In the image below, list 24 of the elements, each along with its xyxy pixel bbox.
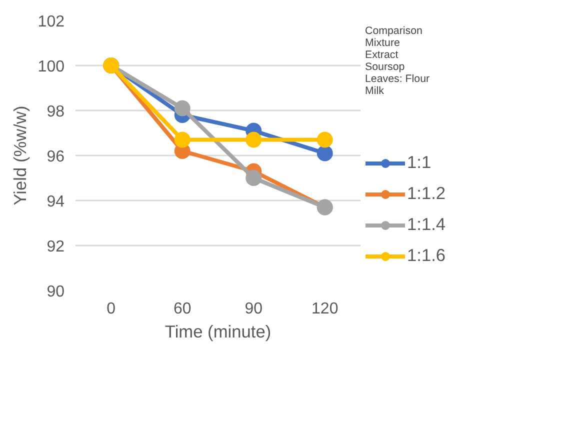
point <box>316 145 333 162</box>
point <box>174 132 190 148</box>
x-tick-label: 60 <box>173 300 192 318</box>
x-tick-label: 120 <box>312 300 338 318</box>
y-tick-label: 94 <box>46 194 65 210</box>
legend-label: 1:1 <box>407 152 432 173</box>
y-tick-label: 90 <box>46 284 65 300</box>
y-tick-label: 102 <box>38 14 65 30</box>
legend-label: 1:1.4 <box>407 214 446 235</box>
point <box>246 170 262 186</box>
y-tick-label: 98 <box>46 104 65 120</box>
y-tick-label: 96 <box>46 148 65 166</box>
y-tick-label: 100 <box>38 58 65 76</box>
y-tick-label: 92 <box>46 238 65 256</box>
x-axis-title: Time (minute) <box>164 322 272 342</box>
y-axis-title: Yield (%w/w) <box>10 106 30 206</box>
legend-title: Comparison Mixture Extract Soursop Leaves: Flour Milk <box>365 25 431 97</box>
x-tick-label: 0 <box>106 300 116 318</box>
point <box>174 100 190 116</box>
point <box>316 132 333 148</box>
point <box>246 132 262 148</box>
legend-label: 1:1.2 <box>407 183 446 204</box>
x-tick-label: 90 <box>244 300 263 318</box>
legend-label: 1:1.6 <box>407 245 446 266</box>
